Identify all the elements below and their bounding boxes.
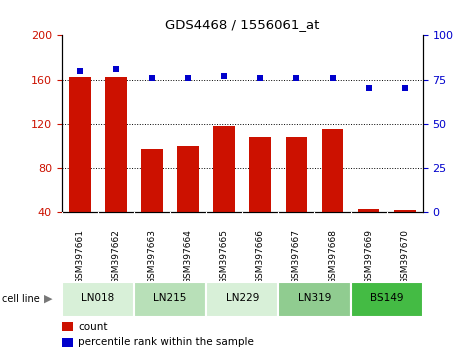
Text: GSM397665: GSM397665 [220,229,228,284]
Bar [62,338,73,347]
Text: GSM397664: GSM397664 [184,229,192,284]
Bar [249,137,271,257]
Text: BS149: BS149 [370,293,403,303]
Text: GSM397661: GSM397661 [76,229,84,284]
Text: GSM397668: GSM397668 [328,229,337,284]
Bar [322,130,343,257]
Text: LN229: LN229 [226,293,259,303]
Bar [206,282,278,316]
Text: LN215: LN215 [153,293,187,303]
Text: percentile rank within the sample: percentile rank within the sample [78,337,254,348]
Text: GSM397662: GSM397662 [112,229,120,284]
Text: ▶: ▶ [44,294,53,304]
Text: count: count [78,322,108,332]
Text: GSM397670: GSM397670 [400,229,409,284]
Text: GSM397667: GSM397667 [292,229,301,284]
Text: LN319: LN319 [298,293,331,303]
Bar [177,146,199,257]
Bar [213,126,235,257]
Bar [278,282,351,316]
Bar [285,137,307,257]
Bar [134,282,206,316]
Text: GSM397663: GSM397663 [148,229,156,284]
Bar [351,282,423,316]
Bar [62,322,73,331]
Bar [62,282,134,316]
Bar [105,78,127,257]
Text: GSM397669: GSM397669 [364,229,373,284]
Text: GSM397666: GSM397666 [256,229,265,284]
Bar [69,78,91,257]
Bar [358,209,380,257]
Text: cell line: cell line [2,294,40,304]
Bar [141,149,163,257]
Text: LN018: LN018 [81,293,114,303]
Title: GDS4468 / 1556061_at: GDS4468 / 1556061_at [165,18,319,32]
Bar [394,210,416,257]
